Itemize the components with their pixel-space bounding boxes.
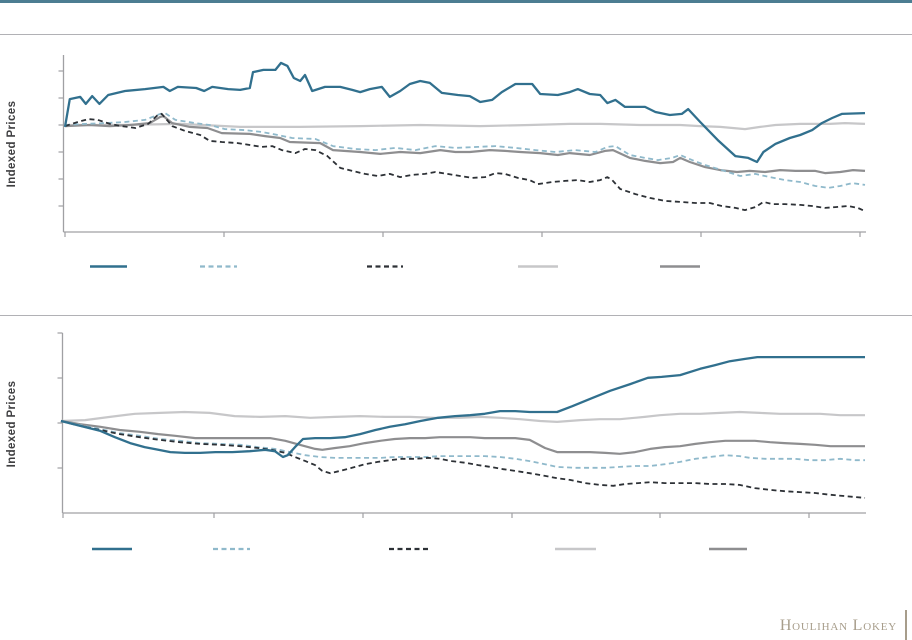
chart-1-series-3-dashed-black	[64, 113, 866, 212]
chart-1-plot	[58, 55, 866, 268]
chart-2-series-2-dashed-lightblue	[60, 420, 865, 469]
chart-2-plot	[57, 332, 866, 551]
chart-1-series-4-solid-lightgray	[65, 121, 866, 131]
chart-2-series-1-solid-teal	[60, 355, 865, 459]
houlihan-lokey-logo: Houlihan Lokey	[779, 617, 897, 634]
chart-1-series-1-solid-teal	[63, 61, 866, 164]
chart-1-series-5-solid-darkgray	[64, 114, 866, 175]
section-separator	[0, 315, 912, 316]
chart-2-series-3-dashed-black	[60, 420, 866, 499]
top-accent-bar	[0, 0, 912, 3]
chart-2-series-5-solid-darkgray	[60, 419, 865, 455]
logo-divider-bar	[905, 610, 907, 640]
chart-1-series-2-dashed-lightblue	[64, 112, 866, 189]
chart-2-series-4-solid-lightgray	[60, 410, 865, 423]
header-separator	[0, 34, 912, 35]
